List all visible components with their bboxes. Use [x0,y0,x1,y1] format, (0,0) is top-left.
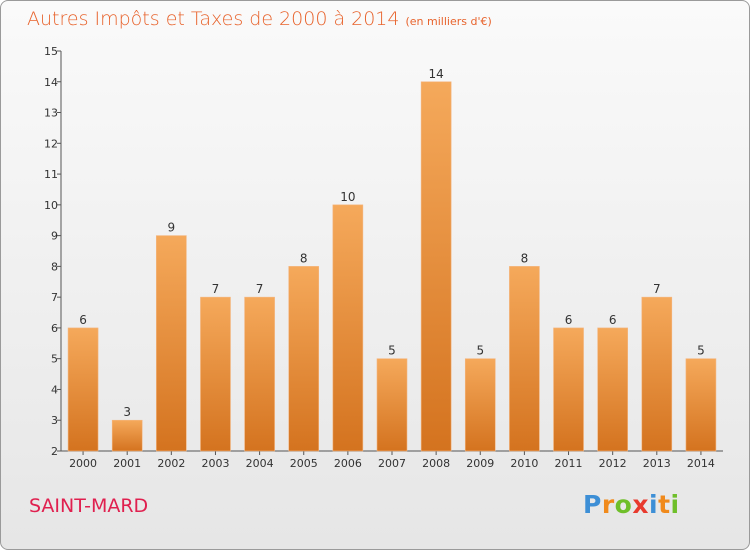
y-tick-label: 4 [51,383,58,396]
bar-2007 [376,358,408,452]
y-tick-label: 11 [44,168,58,181]
logo-letter: P [583,490,602,519]
y-tick-label: 7 [51,291,58,304]
x-tick-label-2007: 2007 [378,457,406,470]
data-label-2004: 7 [256,282,264,296]
chart-title: Autres Impôts et Taxes de 2000 à 2014 (en… [27,8,492,30]
logo-letter: x [632,490,649,519]
x-tick-label-2004: 2004 [246,457,274,470]
data-label-2013: 7 [653,282,661,296]
data-labels: 6 3 9 7 7 8 10 5 14 5 8 6 6 7 5 [79,67,705,419]
y-tick-label: 8 [51,260,58,273]
x-tick-label-2005: 2005 [290,457,318,470]
x-tick-label-2010: 2010 [510,457,538,470]
x-tick-label-2008: 2008 [422,457,450,470]
logo-letter: t [658,490,671,519]
bar-2000 [67,327,99,452]
x-tick-label-2002: 2002 [157,457,185,470]
data-label-2009: 5 [476,344,484,358]
y-tick-label: 6 [51,322,58,335]
data-label-2014: 5 [697,344,705,358]
chart-unit: (en milliers d'€) [405,15,492,28]
bar-2006 [332,204,364,452]
y-tick-label: 2 [51,445,58,458]
data-label-2010: 8 [521,251,529,265]
y-tick-label: 10 [44,199,58,212]
bar-2011 [553,327,584,452]
x-tick-label-2000: 2000 [69,457,97,470]
chart-title-text: Autres Impôts et Taxes de 2000 à 2014 [27,8,400,30]
town-name: SAINT-MARD [29,495,149,517]
data-label-2008: 14 [428,67,443,81]
data-label-2012: 6 [609,313,617,327]
bar-2002 [156,235,187,452]
data-label-2003: 7 [212,282,220,296]
proxiti-logo[interactable]: Proxiti [583,490,680,519]
x-tick-label-2013: 2013 [643,457,671,470]
x-tick-label-2012: 2012 [599,457,627,470]
x-tick-label-2011: 2011 [555,457,583,470]
logo-letter: o [614,490,633,519]
bars [67,81,717,452]
data-label-2002: 9 [168,221,176,235]
bar-2008 [420,81,452,452]
bar-2009 [464,358,496,452]
y-tick-label: 13 [44,107,58,120]
x-tick-label-2009: 2009 [466,457,494,470]
y-tick-label: 12 [44,137,58,150]
bar-2005 [288,266,320,452]
bar-2012 [597,327,628,452]
data-label-2000: 6 [79,313,87,327]
data-label-2007: 5 [388,344,396,358]
data-label-2011: 6 [565,313,573,327]
bar-2014 [685,358,717,452]
x-tick-label-2003: 2003 [201,457,229,470]
x-tick-label-2006: 2006 [334,457,362,470]
bar-2013 [641,296,673,452]
x-tick-label-2001: 2001 [113,457,141,470]
x-tick-label-2014: 2014 [687,457,715,470]
y-tick-label: 3 [51,414,58,427]
logo-letter: i [649,490,659,519]
y-tick-label: 5 [51,353,58,366]
bar-2003 [200,296,231,452]
logo-letter: r [601,490,615,519]
bar-2001 [111,419,143,452]
data-label-2006: 10 [340,190,355,204]
data-label-2001: 3 [123,405,131,419]
y-tick-label: 15 [44,45,58,58]
y-tick-label: 14 [44,76,58,89]
data-label-2005: 8 [300,251,308,265]
logo-letter: i [670,490,680,519]
bar-2010 [509,266,540,452]
y-tick-label: 9 [51,230,58,243]
bar-2004 [244,296,275,452]
